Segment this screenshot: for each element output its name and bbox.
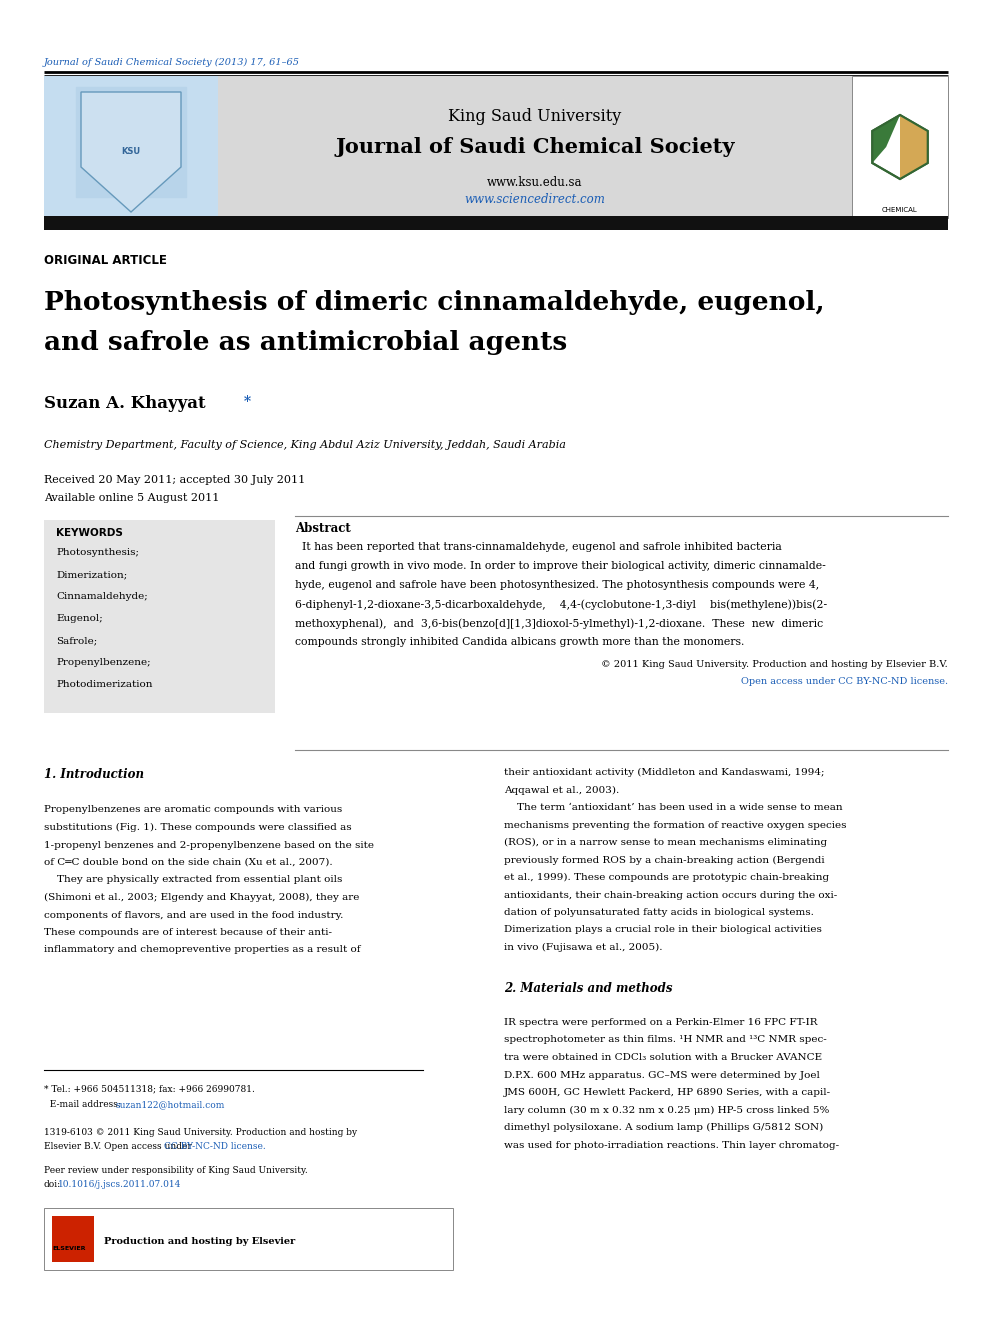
Text: Safrole;: Safrole;: [56, 636, 97, 646]
Text: Abstract: Abstract: [295, 523, 351, 534]
Text: in vivo (Fujisawa et al., 2005).: in vivo (Fujisawa et al., 2005).: [504, 943, 663, 953]
Text: It has been reported that trans-cinnamaldehyde, eugenol and safrole inhibited ba: It has been reported that trans-cinnamal…: [295, 542, 782, 552]
Text: et al., 1999). These compounds are prototypic chain-breaking: et al., 1999). These compounds are proto…: [504, 873, 829, 882]
Text: previously formed ROS by a chain-breaking action (Bergendi: previously formed ROS by a chain-breakin…: [504, 856, 824, 865]
Text: mechanisms preventing the formation of reactive oxygen species: mechanisms preventing the formation of r…: [504, 820, 846, 830]
Text: suzan122@hotmail.com: suzan122@hotmail.com: [116, 1099, 225, 1109]
Text: 10.1016/j.jscs.2011.07.014: 10.1016/j.jscs.2011.07.014: [58, 1180, 182, 1189]
Text: and fungi growth in vivo mode. In order to improve their biological activity, di: and fungi growth in vivo mode. In order …: [295, 561, 825, 572]
Text: ORIGINAL ARTICLE: ORIGINAL ARTICLE: [44, 254, 167, 267]
Text: their antioxidant activity (Middleton and Kandaswami, 1994;: their antioxidant activity (Middleton an…: [504, 767, 824, 777]
Text: components of flavors, and are used in the food industry.: components of flavors, and are used in t…: [44, 910, 343, 919]
Bar: [44, 216, 948, 230]
Text: was used for photo-irradiation reactions. Thin layer chromatog-: was used for photo-irradiation reactions…: [504, 1140, 839, 1150]
Text: antioxidants, their chain-breaking action occurs during the oxi-: antioxidants, their chain-breaking actio…: [504, 890, 837, 900]
Text: Dimerization plays a crucial role in their biological activities: Dimerization plays a crucial role in the…: [504, 926, 822, 934]
Text: inflammatory and chemopreventive properties as a result of: inflammatory and chemopreventive propert…: [44, 946, 360, 954]
Text: Aqqawal et al., 2003).: Aqqawal et al., 2003).: [504, 786, 619, 795]
Text: CC BY-NC-ND license.: CC BY-NC-ND license.: [164, 1142, 266, 1151]
Text: *: *: [239, 396, 251, 409]
Text: (Shimoni et al., 2003; Elgendy and Khayyat, 2008), they are: (Shimoni et al., 2003; Elgendy and Khayy…: [44, 893, 359, 902]
Polygon shape: [900, 115, 928, 179]
Text: Production and hosting by Elsevier: Production and hosting by Elsevier: [104, 1237, 296, 1245]
Text: KSU: KSU: [121, 147, 141, 156]
Text: and safrole as antimicrobial agents: and safrole as antimicrobial agents: [44, 329, 567, 355]
Text: ELSEVIER: ELSEVIER: [52, 1246, 85, 1252]
Text: www.sciencedirect.com: www.sciencedirect.com: [464, 193, 605, 206]
Text: Cinnamaldehyde;: Cinnamaldehyde;: [56, 591, 148, 601]
Text: tra were obtained in CDCl₃ solution with a Brucker AVANCE: tra were obtained in CDCl₃ solution with…: [504, 1053, 822, 1062]
Text: 1-propenyl benzenes and 2-propenylbenzene based on the site: 1-propenyl benzenes and 2-propenylbenzen…: [44, 840, 374, 849]
Text: IR spectra were performed on a Perkin-Elmer 16 FPC FT-IR: IR spectra were performed on a Perkin-El…: [504, 1017, 817, 1027]
Text: 1319-6103 © 2011 King Saud University. Production and hosting by: 1319-6103 © 2011 King Saud University. P…: [44, 1129, 357, 1136]
Text: Eugenol;: Eugenol;: [56, 614, 103, 623]
Text: Chemistry Department, Faculty of Science, King Abdul Aziz University, Jeddah, Sa: Chemistry Department, Faculty of Science…: [44, 441, 565, 450]
Text: The term ‘antioxidant’ has been used in a wide sense to mean: The term ‘antioxidant’ has been used in …: [504, 803, 842, 812]
Text: Photosynthesis of dimeric cinnamaldehyde, eugenol,: Photosynthesis of dimeric cinnamaldehyde…: [44, 290, 824, 315]
Text: lary column (30 m x 0.32 nm x 0.25 μm) HP-5 cross linked 5%: lary column (30 m x 0.32 nm x 0.25 μm) H…: [504, 1106, 829, 1114]
Text: They are physically extracted from essential plant oils: They are physically extracted from essen…: [44, 876, 342, 885]
Text: (ROS), or in a narrow sense to mean mechanisms eliminating: (ROS), or in a narrow sense to mean mech…: [504, 837, 827, 847]
Text: 6-diphenyl-1,2-dioxane-3,5-dicarboxaldehyde,    4,4-(cyclobutone-1,3-diyl    bis: 6-diphenyl-1,2-dioxane-3,5-dicarboxaldeh…: [295, 599, 827, 610]
Text: Propenylbenzenes are aromatic compounds with various: Propenylbenzenes are aromatic compounds …: [44, 806, 342, 815]
Text: spectrophotometer as thin films. ¹H NMR and ¹³C NMR spec-: spectrophotometer as thin films. ¹H NMR …: [504, 1036, 826, 1044]
Polygon shape: [872, 115, 900, 163]
Text: Elsevier B.V. Open access under: Elsevier B.V. Open access under: [44, 1142, 194, 1151]
Text: dation of polyunsaturated fatty acids in biological systems.: dation of polyunsaturated fatty acids in…: [504, 908, 813, 917]
Bar: [852, 75, 948, 218]
Text: * Tel.: +966 504511318; fax: +966 26990781.: * Tel.: +966 504511318; fax: +966 269907…: [44, 1084, 255, 1093]
Text: substitutions (Fig. 1). These compounds were classified as: substitutions (Fig. 1). These compounds …: [44, 823, 351, 832]
Text: of C═C double bond on the side chain (Xu et al., 2007).: of C═C double bond on the side chain (Xu…: [44, 859, 332, 867]
Bar: [44, 520, 275, 713]
Text: King Saud University: King Saud University: [448, 108, 622, 124]
Text: Peer review under responsibility of King Saud University.: Peer review under responsibility of King…: [44, 1166, 308, 1175]
Bar: [218, 75, 852, 218]
Text: Journal of Saudi Chemical Society (2013) 17, 61–65: Journal of Saudi Chemical Society (2013)…: [44, 58, 300, 67]
Text: Received 20 May 2011; accepted 30 July 2011: Received 20 May 2011; accepted 30 July 2…: [44, 475, 306, 486]
Text: hyde, eugenol and safrole have been photosynthesized. The photosynthesis compoun: hyde, eugenol and safrole have been phot…: [295, 579, 819, 590]
Text: KEYWORDS: KEYWORDS: [56, 528, 123, 538]
Text: Journal of Saudi Chemical Society: Journal of Saudi Chemical Society: [335, 138, 735, 157]
Text: dimethyl polysiloxane. A sodium lamp (Phillips G/5812 SON): dimethyl polysiloxane. A sodium lamp (Ph…: [504, 1123, 823, 1132]
Text: methoxyphenal),  and  3,6-bis(benzo[d][1,3]dioxol-5-ylmethyl)-1,2-dioxane.  Thes: methoxyphenal), and 3,6-bis(benzo[d][1,3…: [295, 618, 823, 628]
Text: JMS 600H, GC Hewlett Packerd, HP 6890 Series, with a capil-: JMS 600H, GC Hewlett Packerd, HP 6890 Se…: [504, 1088, 831, 1097]
Text: E-mail address:: E-mail address:: [44, 1099, 124, 1109]
Text: Photosynthesis;: Photosynthesis;: [56, 548, 139, 557]
Polygon shape: [81, 93, 181, 212]
Text: D.P.X. 600 MHz apparatus. GC–MS were determined by Joel: D.P.X. 600 MHz apparatus. GC–MS were det…: [504, 1070, 819, 1080]
Text: These compounds are of interest because of their anti-: These compounds are of interest because …: [44, 927, 332, 937]
Bar: [44, 75, 218, 218]
Polygon shape: [872, 115, 900, 163]
Text: Propenylbenzene;: Propenylbenzene;: [56, 658, 151, 667]
Text: Suzan A. Khayyat: Suzan A. Khayyat: [44, 396, 205, 411]
Text: 1. Introduction: 1. Introduction: [44, 767, 144, 781]
Text: www.ksu.edu.sa: www.ksu.edu.sa: [487, 176, 582, 189]
Text: Available online 5 August 2011: Available online 5 August 2011: [44, 493, 219, 503]
Text: 2. Materials and methods: 2. Materials and methods: [504, 983, 673, 995]
Text: Photodimerization: Photodimerization: [56, 680, 153, 689]
Text: compounds strongly inhibited Candida albicans growth more than the monomers.: compounds strongly inhibited Candida alb…: [295, 636, 744, 647]
Bar: [44, 1208, 453, 1270]
Text: Open access under CC BY-NC-ND license.: Open access under CC BY-NC-ND license.: [741, 677, 948, 687]
Text: CHEMICAL: CHEMICAL: [882, 206, 918, 213]
Text: Dimerization;: Dimerization;: [56, 570, 127, 579]
Text: © 2011 King Saud University. Production and hosting by Elsevier B.V.: © 2011 King Saud University. Production …: [601, 660, 948, 669]
Bar: [52, 1216, 94, 1262]
Text: doi:: doi:: [44, 1180, 62, 1189]
